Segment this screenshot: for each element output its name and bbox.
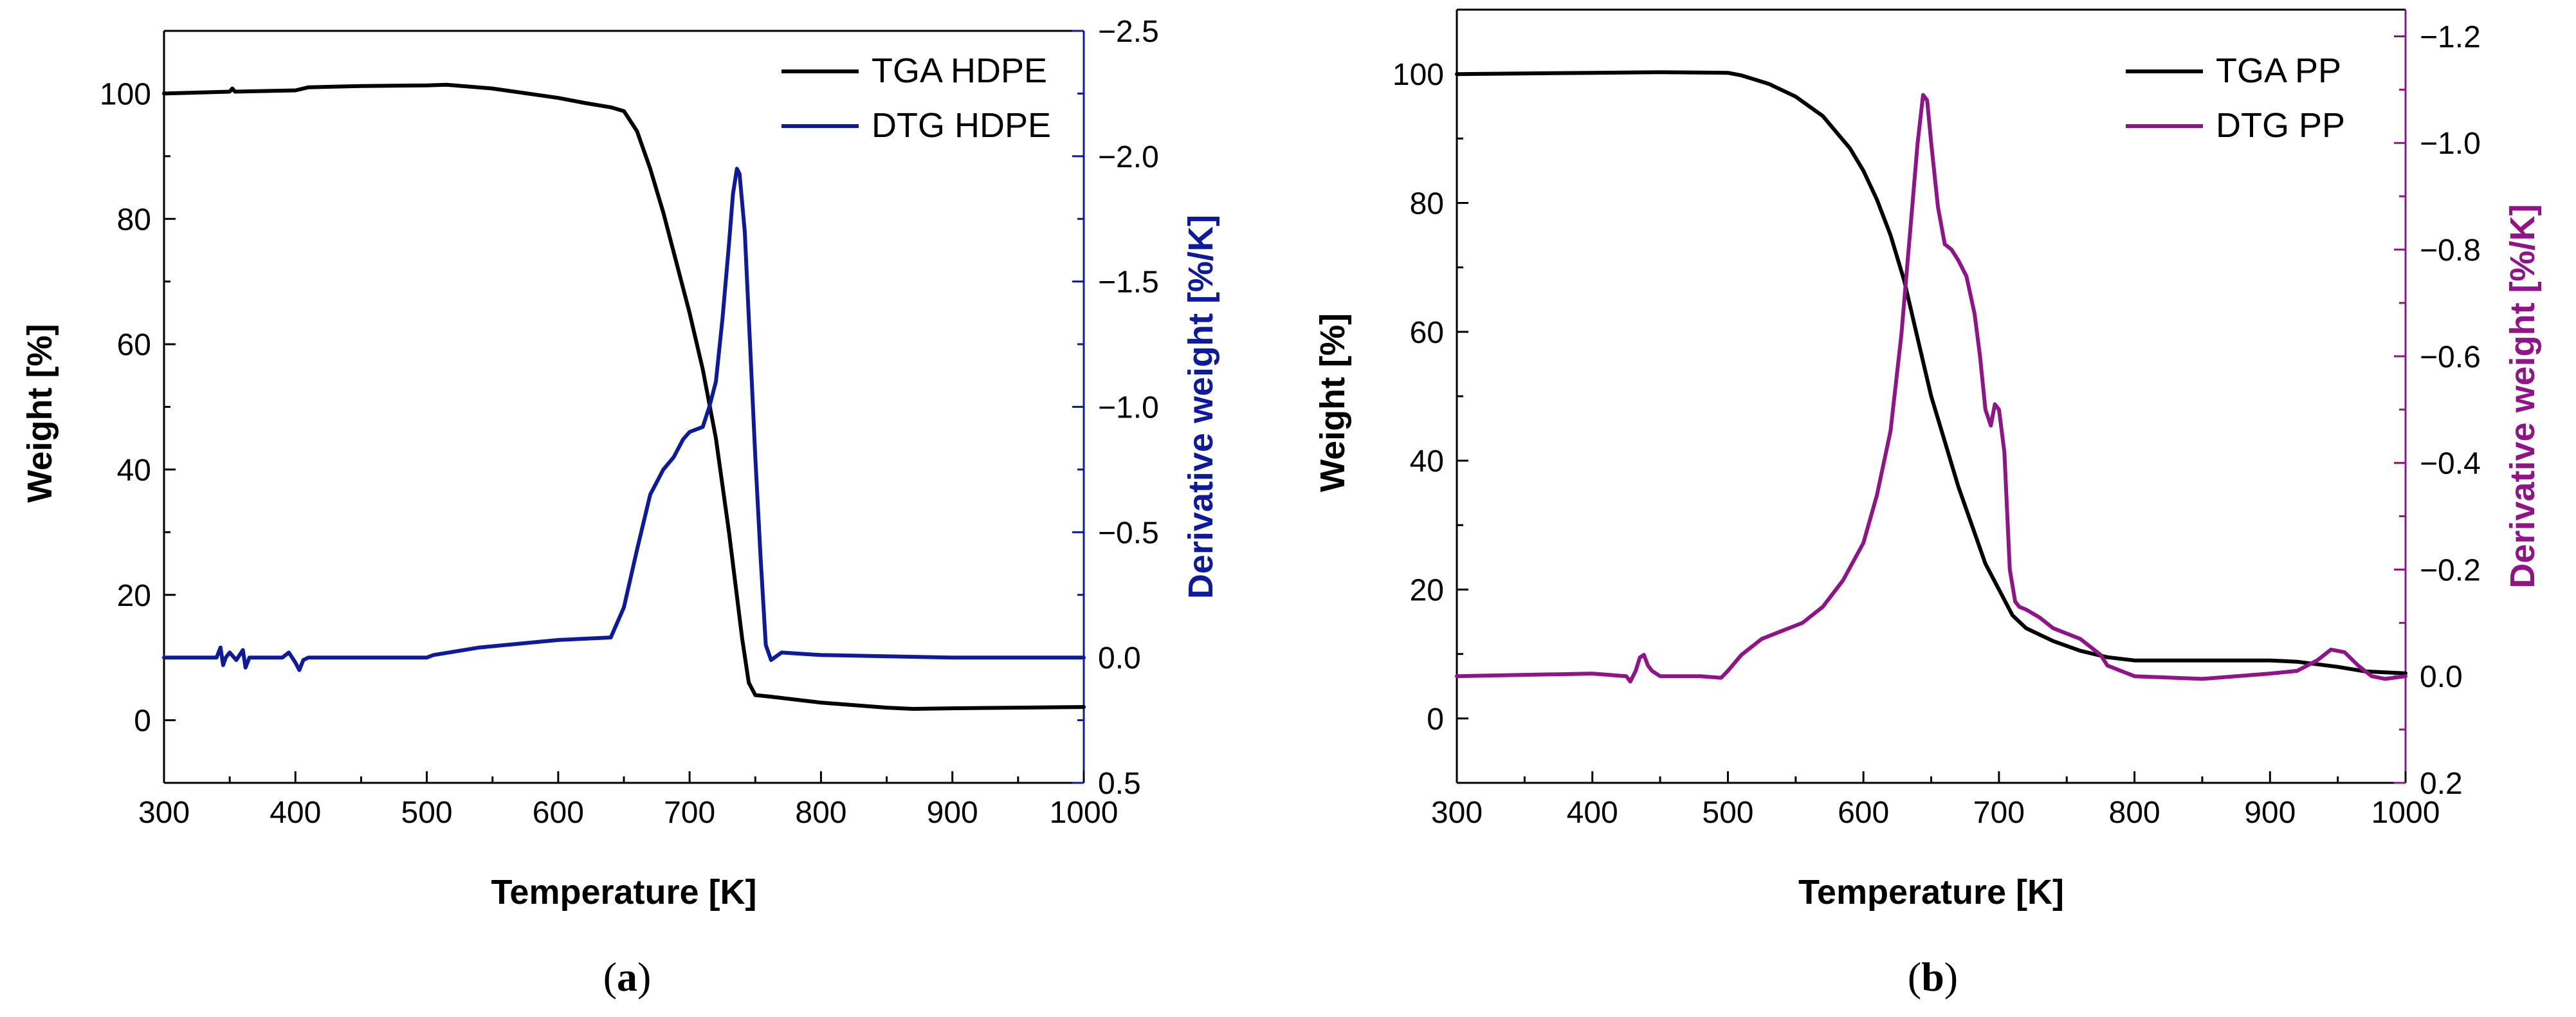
series-line-dtg-pp (1455, 93, 2407, 684)
y-axis-title: Weight [%] (1313, 313, 1352, 492)
y2-tick-label: 0.2 (2420, 767, 2463, 801)
legend-label: TGA PP (2216, 51, 2341, 90)
x-tick-label: 1000 (1050, 796, 1119, 830)
series-line-dtg-hdpe (162, 167, 1086, 672)
y2-tick-label: 0.0 (2420, 660, 2463, 694)
y2-tick-label: −1.0 (2420, 127, 2481, 161)
y-tick-label: 40 (1410, 444, 1444, 479)
x-tick-label: 400 (269, 796, 321, 830)
legend-label: TGA HDPE (872, 51, 1047, 90)
x-tick-label: 800 (2109, 796, 2160, 830)
y2-axis-title: Derivative weight [%/K] (2503, 204, 2542, 588)
x-tick-label: 700 (664, 796, 715, 830)
x-tick-label: 800 (795, 796, 846, 830)
y2-tick-label: −0.8 (2420, 234, 2481, 268)
panel-caption: (a) (603, 954, 652, 1000)
legend-label: DTG PP (2216, 106, 2345, 145)
y2-tick-label: −0.2 (2420, 553, 2481, 587)
y-tick-label: 80 (117, 203, 151, 237)
y-axis-title: Weight [%] (21, 324, 59, 503)
x-tick-label: 600 (533, 796, 584, 830)
y2-tick-label: −2.5 (1098, 15, 1159, 49)
x-tick-label: 900 (2244, 796, 2296, 830)
legend-label: DTG HDPE (872, 106, 1051, 145)
x-tick-label: 500 (401, 796, 453, 830)
series-line-tga-hdpe (162, 82, 1086, 711)
x-axis-title: Temperature [K] (1798, 873, 2064, 912)
y-tick-label: 40 (117, 454, 151, 488)
y-tick-label: 100 (100, 77, 151, 111)
y2-tick-label: −0.5 (1098, 516, 1159, 550)
y2-axis-title: Derivative weight [%/K] (1182, 215, 1220, 599)
y-tick-label: 100 (1393, 58, 1444, 92)
y2-tick-label: −0.4 (2420, 447, 2481, 481)
y2-tick-label: 0.5 (1098, 767, 1141, 801)
chart-panel-b: 300 400 500 600 700 800 900 1000 0 20 40 60 80 100 0.2… (1313, 8, 2542, 1000)
x-axis-title: Temperature [K] (491, 873, 756, 912)
y-tick-label: 60 (117, 328, 151, 362)
caption-letter: b (1921, 954, 1944, 1000)
y-tick-label: 0 (134, 704, 151, 738)
x-tick-label: 600 (1838, 796, 1889, 830)
y-tick-label: 0 (1427, 702, 1444, 737)
x-tick-label: 400 (1567, 796, 1618, 830)
y2-tick-label: −1.0 (1098, 391, 1159, 425)
panel-caption: (b) (1908, 954, 1958, 1000)
chart-panel-a: 300 400 500 600 700 800 900 1000 0 20 40 60 80 100 0.5… (21, 15, 1220, 1000)
y-tick-label: 20 (117, 579, 151, 613)
y2-tick-label: −0.6 (2420, 340, 2481, 374)
x-tick-label: 500 (1702, 796, 1753, 830)
y-tick-label: 60 (1410, 316, 1444, 350)
y-tick-label: 80 (1410, 187, 1444, 221)
x-tick-label: 300 (138, 796, 190, 830)
x-tick-label: 1000 (2371, 796, 2440, 830)
y2-tick-label: 0.0 (1098, 641, 1141, 675)
y-tick-label: 20 (1410, 574, 1444, 608)
x-tick-label: 700 (1973, 796, 2025, 830)
y2-tick-label: −1.5 (1098, 266, 1159, 300)
y2-tick-label: −1.2 (2420, 20, 2481, 54)
x-tick-label: 300 (1431, 796, 1483, 830)
x-tick-label: 900 (927, 796, 978, 830)
y2-tick-label: −2.0 (1098, 140, 1159, 174)
caption-letter: a (617, 954, 637, 1000)
series-line-tga-pp (1455, 70, 2407, 675)
